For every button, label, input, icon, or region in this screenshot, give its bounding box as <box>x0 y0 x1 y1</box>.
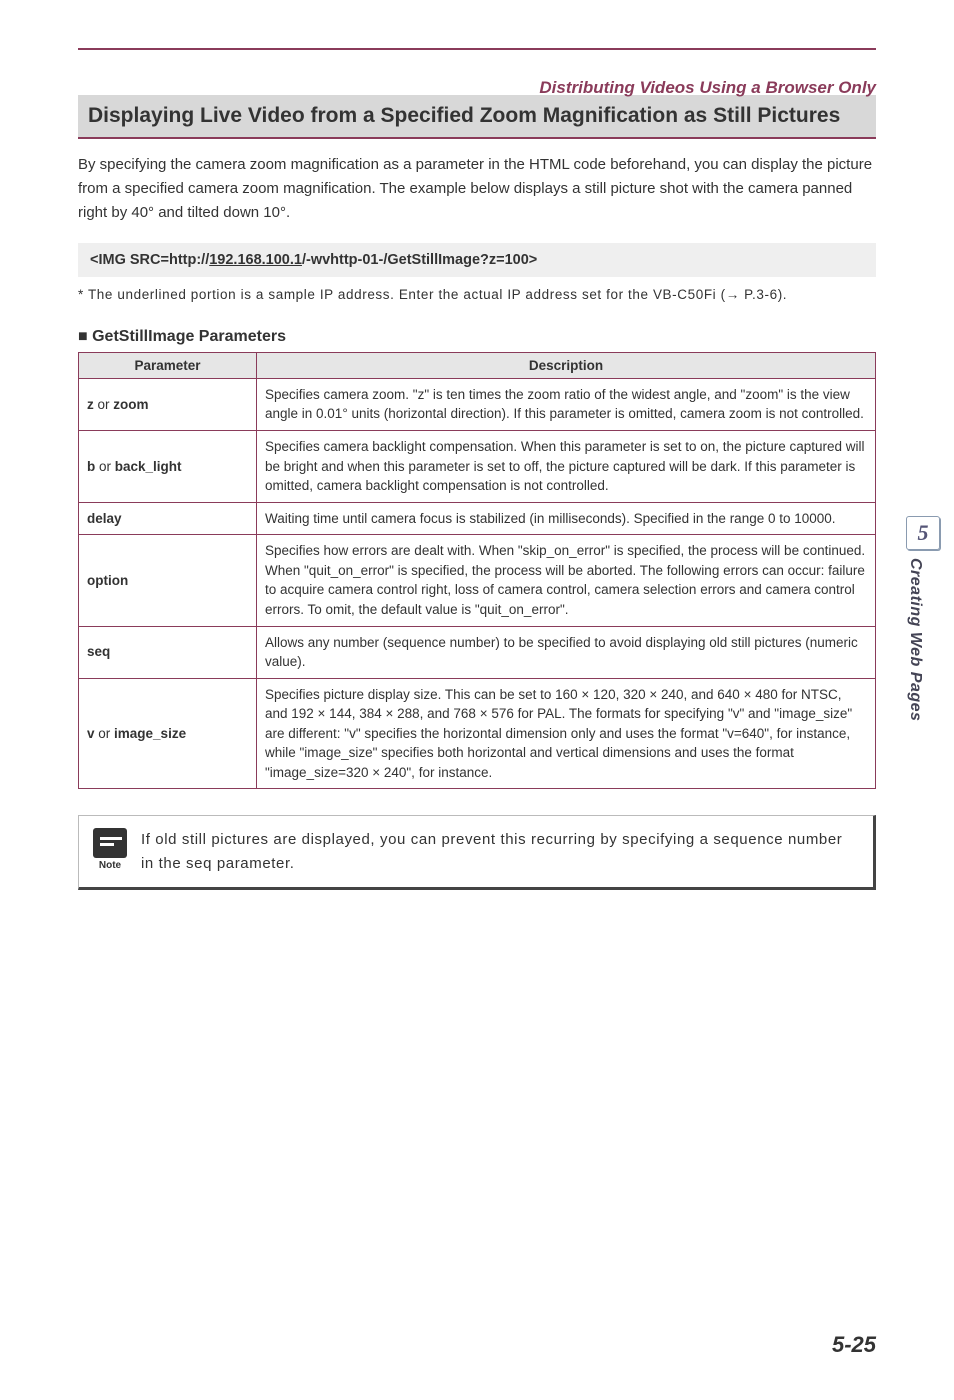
param-cell: delay <box>79 502 257 535</box>
side-tab: 5 Creating Web Pages <box>906 516 940 836</box>
side-tab-label: Creating Web Pages <box>906 558 924 721</box>
param-cell: option <box>79 535 257 626</box>
table-row: b or back_lightSpecifies camera backligh… <box>79 431 876 503</box>
param-cell: z or zoom <box>79 378 257 430</box>
code-example: <IMG SRC=http://192.168.100.1/-wvhttp-01… <box>78 243 876 277</box>
page-number: 5-25 <box>832 1332 876 1358</box>
desc-cell: Waiting time until camera focus is stabi… <box>257 502 876 535</box>
desc-cell: Specifies camera backlight compensation.… <box>257 431 876 503</box>
note-icon-wrap: Note <box>93 828 127 871</box>
code-suffix: /-wvhttp-01-/GetStillImage?z=100> <box>302 252 537 268</box>
table-header-param: Parameter <box>79 352 257 378</box>
table-row: v or image_sizeSpecifies picture display… <box>79 678 876 789</box>
note-label: Note <box>99 860 121 871</box>
subsection-heading: GetStillImage Parameters <box>78 328 876 346</box>
note-text: If old still pictures are displayed, you… <box>141 828 859 875</box>
intro-paragraph: By specifying the camera zoom magnificat… <box>78 153 876 225</box>
desc-cell: Allows any number (sequence number) to b… <box>257 626 876 678</box>
param-cell: v or image_size <box>79 678 257 789</box>
table-header-desc: Description <box>257 352 876 378</box>
note-box: Note If old still pictures are displayed… <box>78 815 876 890</box>
header-breadcrumb: Distributing Videos Using a Browser Only <box>539 78 876 98</box>
header-rule <box>78 48 876 50</box>
param-cell: seq <box>79 626 257 678</box>
note-icon <box>93 828 127 858</box>
desc-cell: Specifies how errors are dealt with. Whe… <box>257 535 876 626</box>
desc-cell: Specifies camera zoom. "z" is ten times … <box>257 378 876 430</box>
table-row: delayWaiting time until camera focus is … <box>79 502 876 535</box>
table-row: seqAllows any number (sequence number) t… <box>79 626 876 678</box>
side-tab-number: 5 <box>918 520 929 546</box>
desc-cell: Specifies picture display size. This can… <box>257 678 876 789</box>
param-cell: b or back_light <box>79 431 257 503</box>
code-ip: 192.168.100.1 <box>209 252 302 268</box>
section-title: Displaying Live Video from a Specified Z… <box>88 104 866 128</box>
side-tab-num-box: 5 <box>906 516 940 550</box>
code-prefix: <IMG SRC=http:// <box>90 252 209 268</box>
table-row: optionSpecifies how errors are dealt wit… <box>79 535 876 626</box>
parameters-table: Parameter Description z or zoomSpecifies… <box>78 352 876 790</box>
section-header: Displaying Live Video from a Specified Z… <box>78 95 876 139</box>
footnote-text: * The underlined portion is a sample IP … <box>78 285 876 306</box>
table-row: z or zoomSpecifies camera zoom. "z" is t… <box>79 378 876 430</box>
